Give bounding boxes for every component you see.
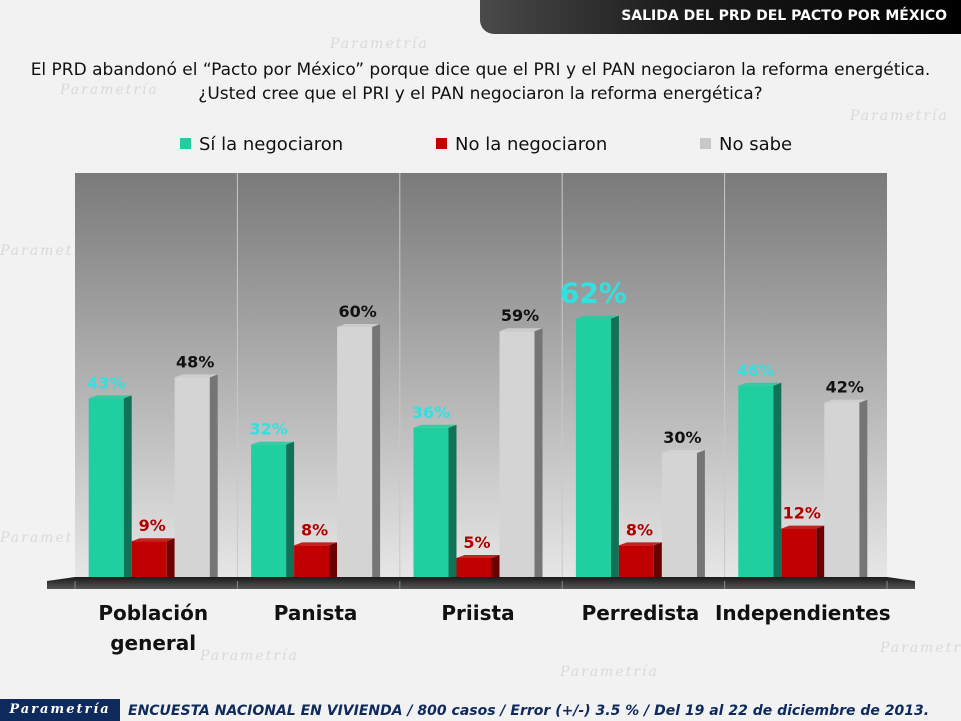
legend-swatch	[436, 138, 447, 149]
bar-top	[738, 382, 782, 386]
watermark-text: Parametría	[560, 664, 659, 680]
bar	[575, 318, 611, 577]
bar-top	[251, 441, 295, 445]
legend-swatch	[180, 138, 191, 149]
watermark-text: Parametría	[880, 640, 961, 656]
data-label: 43%	[87, 373, 125, 392]
bar-top	[174, 374, 218, 378]
watermark-text: Parametría	[850, 108, 949, 124]
bar-side	[123, 395, 132, 577]
legend-swatch	[700, 138, 711, 149]
bar	[618, 545, 654, 577]
data-label: 9%	[139, 516, 166, 535]
bar-side	[448, 424, 457, 577]
legend-label: Sí la negociaron	[199, 134, 344, 155]
bar	[294, 545, 330, 577]
bar-top	[781, 525, 825, 529]
bar	[738, 385, 774, 577]
bar-side	[372, 324, 381, 577]
category-label: Priista	[441, 601, 514, 625]
bar-side	[491, 555, 500, 577]
footer-logo: Parametría	[0, 699, 120, 721]
data-label: 8%	[301, 520, 328, 539]
bar-side	[610, 315, 619, 577]
bar	[456, 558, 492, 577]
data-label: 46%	[737, 361, 775, 380]
bar-side	[209, 374, 218, 577]
watermark-text: Parametría	[0, 243, 99, 259]
question-line-2: ¿Usted cree que el PRI y el PAN negociar…	[198, 84, 763, 104]
data-label: 60%	[338, 302, 376, 321]
legend-item-si: Sí la negociaron	[180, 134, 343, 155]
bar-top	[824, 399, 868, 403]
data-label: 12%	[783, 504, 821, 523]
bar-side	[773, 382, 782, 577]
watermark-text: Parametría	[200, 648, 299, 664]
legend-label: No sabe	[719, 134, 793, 155]
category-label: Panista	[274, 601, 358, 625]
chart-floor	[47, 577, 915, 589]
legend-item-no: No la negociaron	[436, 134, 607, 155]
bar-side	[816, 525, 825, 577]
bar-top	[456, 555, 500, 558]
header-bar: SALIDA DEL PRD DEL PACTO POR MÉXICO	[480, 0, 961, 34]
bar	[499, 331, 535, 577]
bar	[413, 427, 449, 577]
bar-top	[294, 542, 338, 546]
bar-side	[653, 542, 662, 577]
legend-label: No la negociaron	[455, 134, 608, 155]
data-label: 36%	[412, 403, 450, 422]
bar-top	[131, 538, 175, 542]
watermark-text: Parametría	[0, 530, 99, 546]
bar	[88, 398, 124, 577]
bar	[251, 444, 287, 577]
bar	[824, 402, 860, 577]
bar-top	[661, 450, 705, 453]
bar-side	[534, 328, 543, 577]
data-label: 8%	[626, 520, 653, 539]
data-label: 30%	[663, 428, 701, 447]
bar	[781, 528, 817, 577]
bar-top	[575, 315, 619, 319]
bar-top	[499, 328, 543, 332]
category-label: Independientes	[715, 601, 891, 625]
bar-top	[88, 395, 132, 399]
footer-text: ENCUESTA NACIONAL EN VIVIENDA / 800 caso…	[128, 703, 930, 719]
bar-side	[859, 399, 868, 577]
data-label: 42%	[826, 378, 864, 397]
data-label: 62%	[560, 277, 627, 310]
watermark-text: Parametría	[330, 36, 429, 52]
bar-side	[286, 441, 295, 577]
header-title: SALIDA DEL PRD DEL PACTO POR MÉXICO	[621, 8, 947, 24]
watermark-text: Parametría	[60, 82, 159, 98]
category-label: Perredista	[582, 601, 700, 625]
bar-top	[618, 542, 662, 546]
bar-top	[337, 324, 381, 327]
bar-top	[413, 424, 457, 428]
bar	[174, 377, 210, 577]
question-line-1: El PRD abandonó el “Pacto por México” po…	[30, 60, 931, 80]
bar	[661, 453, 697, 577]
data-label: 59%	[501, 306, 539, 325]
category-label: general	[110, 631, 196, 655]
data-label: 48%	[176, 352, 214, 371]
bar-side	[329, 542, 338, 577]
bar-side	[166, 538, 175, 577]
category-label: Población	[98, 601, 208, 625]
bar-side	[696, 450, 705, 577]
bar	[337, 327, 373, 577]
legend-item-no-sabe: No sabe	[700, 134, 792, 155]
data-label: 5%	[463, 533, 490, 552]
bar	[131, 541, 167, 577]
data-label: 32%	[249, 420, 287, 439]
